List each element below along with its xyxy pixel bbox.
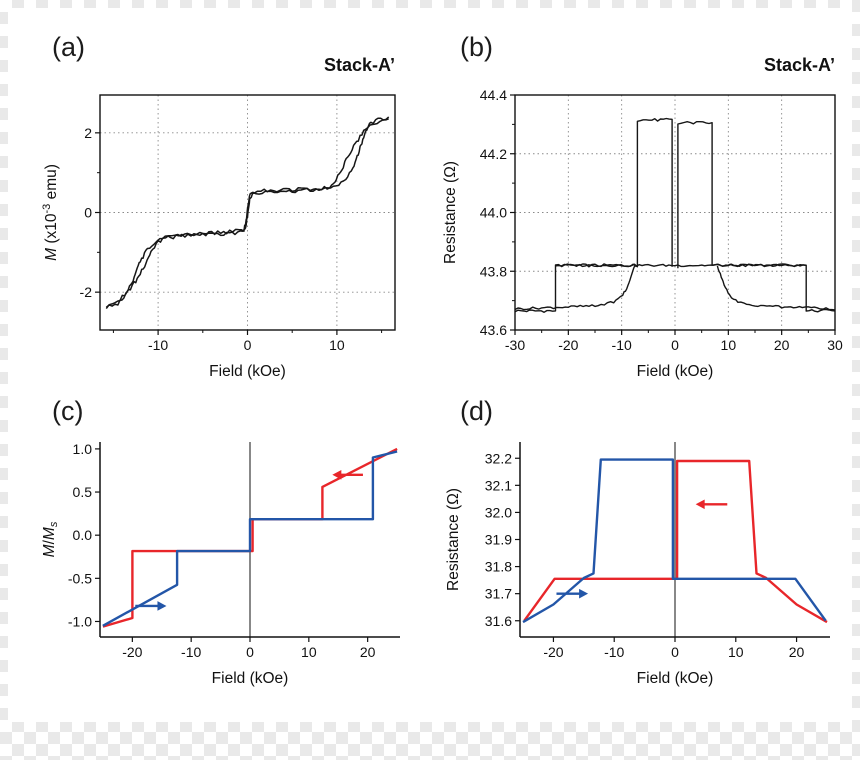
y-axis-title: M/Ms — [41, 521, 60, 557]
x-axis-title: Field (kOe) — [212, 670, 289, 687]
y-tick-label: 43.6 — [480, 322, 507, 338]
panel-title-b: Stack-A’ — [763, 55, 835, 75]
y-tick-label: 43.8 — [480, 263, 507, 279]
sweep-direction-arrowhead — [579, 588, 589, 599]
x-tick-label: 20 — [789, 644, 805, 660]
y-tick-label: 31.6 — [485, 613, 512, 629]
sweep-direction-arrowhead — [157, 601, 167, 611]
y-tick-label: 32.0 — [485, 504, 512, 520]
x-tick-label: 0 — [671, 644, 679, 660]
chart-simulated-resistance: -20 -10 0 10 20 31.6 31.7 31.8 31.9 32.0 32.1 32.2 F… — [445, 442, 830, 687]
y-tick-label: 0.5 — [73, 484, 93, 500]
x-tick-label: -10 — [181, 644, 201, 660]
y-tick-label: 0.0 — [73, 527, 93, 543]
y-tick-label: 2 — [84, 125, 92, 141]
series-step-sweep-left — [514, 117, 673, 314]
y-tick-label: -1.0 — [68, 613, 92, 629]
chart-simulated-magnetization: -20 -10 0 10 20 -1.0 -0.5 0.0 0.5 1.0 Field (kOe) M… — [41, 441, 400, 687]
y-tick-label: -0.5 — [68, 570, 92, 586]
x-tick-label: -10 — [148, 337, 168, 353]
x-tick-label: 0 — [671, 337, 679, 353]
y-axis-title: Resistance (Ω) — [445, 488, 462, 591]
x-tick-label: 10 — [728, 644, 744, 660]
series-decreasing-sweep-red — [102, 447, 398, 628]
panel-label-d: (d) — [460, 396, 493, 426]
chart-magnetoresistance: -30 -20 -10 0 10 20 30 43.6 43.8 44.0 44.2 44.4 Fiel… — [442, 87, 843, 380]
x-tick-label: -20 — [558, 337, 578, 353]
x-tick-label: -20 — [543, 644, 563, 660]
y-tick-label: 44.4 — [480, 87, 507, 103]
series-sweep-up — [105, 116, 390, 310]
y-tick-label: 32.1 — [485, 477, 512, 493]
chart-magnetization-loop: -10 0 10 -2 0 2 Field (kOe) M (x10-3 emu) — [41, 94, 396, 380]
panel-label-c: (c) — [52, 396, 84, 426]
panel-title-a: Stack-A’ — [323, 55, 395, 75]
x-tick-label: 30 — [827, 337, 843, 353]
panel-label-a: (a) — [52, 32, 85, 62]
x-axis-title: Field (kOe) — [637, 670, 714, 687]
x-tick-label: 0 — [246, 644, 254, 660]
sweep-direction-arrowhead — [332, 469, 342, 480]
series-step-sweep-right — [677, 121, 836, 313]
y-tick-label: 1.0 — [73, 441, 93, 457]
y-tick-label: 31.8 — [485, 559, 512, 575]
series-sweep-down — [105, 118, 389, 308]
x-axis-title: Field (kOe) — [209, 363, 286, 380]
y-axis-title: Resistance (Ω) — [442, 161, 459, 264]
y-tick-label: 0 — [84, 205, 92, 221]
series-decreasing-sweep-red — [523, 459, 828, 624]
x-tick-label: 10 — [301, 644, 317, 660]
y-tick-label: 32.2 — [485, 450, 512, 466]
x-tick-label: 10 — [721, 337, 737, 353]
x-tick-label: 20 — [360, 644, 376, 660]
x-tick-label: -20 — [122, 644, 142, 660]
series-gradual-rise-right — [716, 265, 836, 311]
panel-label-b: (b) — [460, 32, 493, 62]
y-tick-label: 31.9 — [485, 532, 512, 548]
x-tick-label: -10 — [604, 644, 624, 660]
y-tick-label: 44.2 — [480, 146, 507, 162]
x-tick-label: 0 — [244, 337, 252, 353]
y-tick-label: -2 — [80, 284, 93, 300]
x-tick-label: 20 — [774, 337, 790, 353]
series-increasing-sweep-blue — [522, 458, 827, 624]
figure-background — [8, 8, 852, 722]
series-mid-plateau — [555, 263, 807, 268]
y-tick-label: 31.7 — [485, 586, 512, 602]
series-gradual-rise-left — [514, 265, 636, 311]
sweep-direction-arrowhead — [695, 499, 705, 510]
x-tick-label: -10 — [612, 337, 632, 353]
x-tick-label: 10 — [329, 337, 345, 353]
x-tick-label: -30 — [505, 337, 525, 353]
x-axis-title: Field (kOe) — [637, 363, 714, 380]
y-axis-title: M (x10-3 emu) — [41, 164, 60, 261]
series-increasing-sweep-blue — [102, 450, 398, 627]
y-tick-label: 44.0 — [480, 205, 507, 221]
